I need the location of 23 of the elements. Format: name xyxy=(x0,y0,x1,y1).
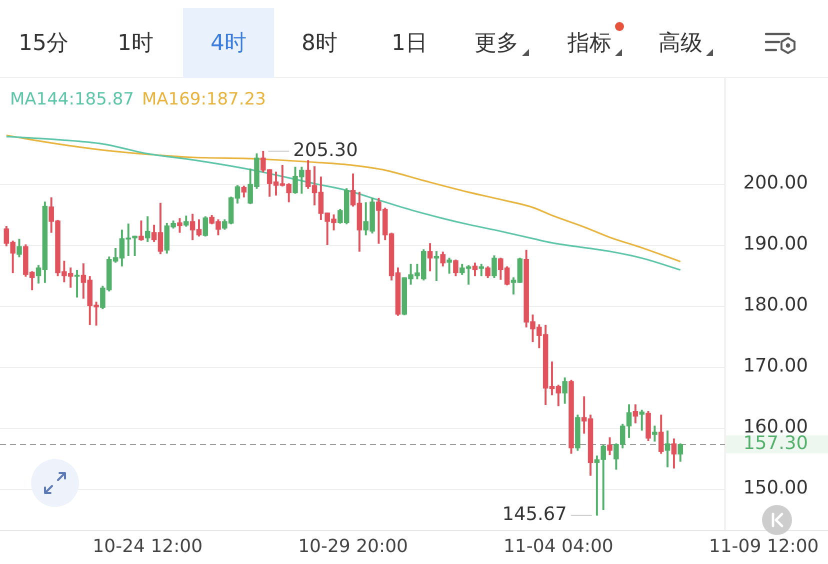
series-label: MA144:185.87 xyxy=(10,89,134,110)
text: 更多 xyxy=(474,30,518,58)
candlestick xyxy=(74,270,80,298)
annotation: 205.30 xyxy=(293,140,358,162)
text: 8时 xyxy=(302,30,338,58)
y-tick-label: 150.00 xyxy=(743,478,808,499)
candlestick xyxy=(434,251,440,282)
x-tick-label: 11-04 04:00 xyxy=(503,536,614,557)
text: 指标 xyxy=(568,30,612,58)
x-tick-label: 10-24 12:00 xyxy=(92,536,203,557)
text: 高级 xyxy=(658,30,702,58)
y-tick-label: 200.00 xyxy=(743,172,808,194)
x-tick-label: 10-29 20:00 xyxy=(298,536,408,557)
text: 15分 xyxy=(18,30,68,58)
selected-tab[interactable]: 4时 xyxy=(183,8,274,78)
text: MA169:187.23 xyxy=(142,89,266,110)
y-tick-label: 180.00 xyxy=(743,294,808,316)
annotation: 145.67 xyxy=(502,504,567,526)
text: 1时 xyxy=(118,30,154,58)
x-tick-label: 11-09 12:00 xyxy=(708,536,819,557)
text: 1日 xyxy=(392,30,428,58)
y-tick-label: 170.00 xyxy=(743,356,808,377)
y-tick-label: 190.00 xyxy=(743,233,808,254)
